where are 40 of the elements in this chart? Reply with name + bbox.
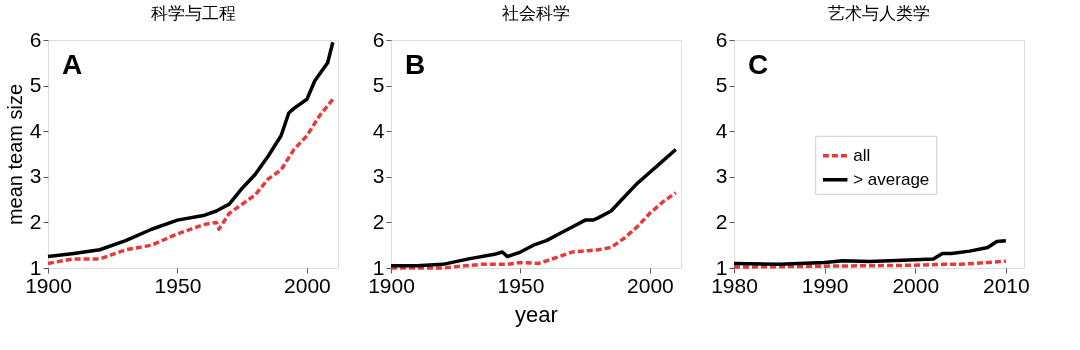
y-tick-label: 1 [715,255,728,279]
chart-title: 艺术与人类学 [828,4,930,23]
x-tick-label: 2000 [627,273,674,297]
y-tick-label: 3 [372,164,385,188]
line-series [46,97,335,266]
y-tick-label: 4 [715,118,728,142]
y-tick-label: 6 [29,27,42,51]
y-tick-label: 6 [372,27,385,51]
y-tick-label: 2 [372,209,385,233]
y-tick-label: 5 [715,73,728,97]
annotation: B [405,49,426,80]
x-tick-label: 2000 [284,273,331,297]
line-series [389,191,678,270]
y-axis-title: mean team size [3,83,26,226]
x-tick-label: 1990 [801,273,849,297]
y-tick-label: 5 [29,73,42,97]
y-tick-label: 2 [715,209,728,233]
x-axis-title: year [515,301,558,327]
x-tick-label: 1950 [154,273,202,297]
y-tick-label: 1 [29,255,42,279]
x-tick-label: 2000 [892,273,940,297]
y-tick-label: 3 [715,164,728,188]
y-tick-label: 4 [29,118,42,142]
annotation: A [62,49,83,80]
annotation: C [748,49,769,80]
y-tick-label: 4 [372,118,385,142]
x-tick-label: 1950 [497,273,545,297]
chart-title: 社会科学 [502,4,570,23]
y-tick-label: 1 [372,255,385,279]
line-series [389,147,678,268]
y-tick-label: 5 [372,73,385,97]
chart-title: 科学与工程 [150,4,236,23]
line-series [46,40,335,259]
line-series [732,238,1008,267]
y-tick-label: 2 [29,209,42,233]
legend-label: > average [853,169,930,189]
y-tick-label: 6 [715,27,728,51]
y-tick-label: 3 [29,164,42,188]
x-tick-label: 2010 [983,273,1030,297]
legend-label: all [853,145,871,165]
